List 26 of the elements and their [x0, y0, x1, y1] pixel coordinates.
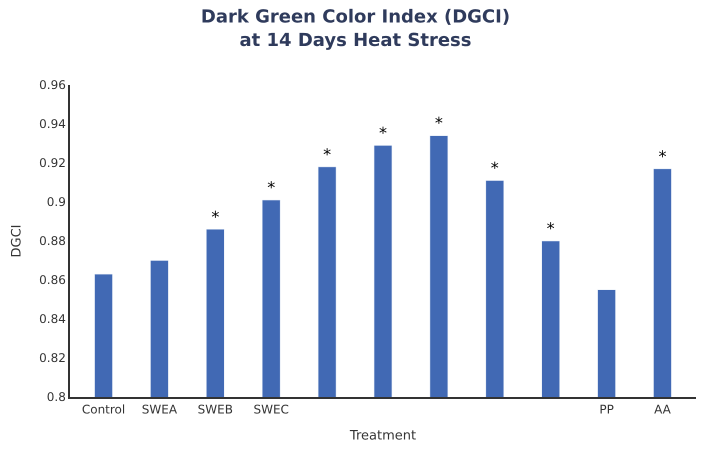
y-tick-label: 0.9: [46, 195, 66, 210]
x-tick-label: AA: [654, 402, 672, 416]
data-label: *: [211, 207, 220, 226]
data-label: *: [379, 123, 387, 142]
y-axis-title: DGCI: [10, 224, 25, 258]
y-tick-label: 0.82: [39, 351, 66, 366]
x-tick-label: SWEB: [198, 402, 233, 416]
data-label: *: [323, 144, 332, 164]
x-tick-label: SWEA: [142, 402, 178, 416]
y-tick-label: 0.92: [39, 156, 66, 170]
x-tick-label: PP: [599, 402, 614, 416]
data-label: *: [490, 158, 499, 178]
data-label: *: [434, 114, 443, 133]
x-tick-label: SWEC: [253, 402, 289, 416]
y-tick-label: 0.94: [39, 117, 66, 132]
y-tick-label: 0.96: [39, 78, 66, 92]
x-tick-label: Control: [82, 402, 126, 416]
chart-title: Dark Green Color Index (DGCI) at 14 Days Heat Stress: [200, 6, 510, 51]
data-label: *: [267, 178, 276, 198]
y-tick-label: 0.84: [39, 312, 66, 326]
y-tick-label: 0.88: [39, 234, 66, 248]
y-tick-label: 0.8: [46, 390, 66, 404]
data-label: *: [546, 219, 555, 238]
x-axis-title: Treatment: [348, 428, 416, 444]
data-label: *: [658, 146, 666, 166]
y-tick-label: 0.86: [39, 273, 66, 288]
